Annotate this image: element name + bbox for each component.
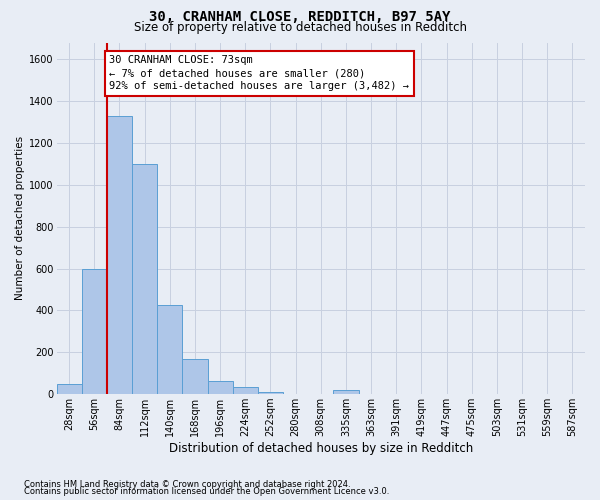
Text: 30, CRANHAM CLOSE, REDDITCH, B97 5AY: 30, CRANHAM CLOSE, REDDITCH, B97 5AY: [149, 10, 451, 24]
Bar: [334, 390, 359, 394]
Bar: [56, 384, 82, 394]
X-axis label: Distribution of detached houses by size in Redditch: Distribution of detached houses by size …: [169, 442, 473, 455]
Bar: [132, 164, 157, 394]
Bar: [233, 387, 258, 394]
Bar: [82, 268, 107, 394]
Bar: [208, 380, 233, 394]
Text: Size of property relative to detached houses in Redditch: Size of property relative to detached ho…: [133, 21, 467, 34]
Text: Contains public sector information licensed under the Open Government Licence v3: Contains public sector information licen…: [24, 487, 389, 496]
Bar: [258, 392, 283, 394]
Bar: [157, 305, 182, 394]
Bar: [107, 116, 132, 394]
Text: 30 CRANHAM CLOSE: 73sqm
← 7% of detached houses are smaller (280)
92% of semi-de: 30 CRANHAM CLOSE: 73sqm ← 7% of detached…: [109, 55, 409, 92]
Bar: [182, 358, 208, 394]
Text: Contains HM Land Registry data © Crown copyright and database right 2024.: Contains HM Land Registry data © Crown c…: [24, 480, 350, 489]
Y-axis label: Number of detached properties: Number of detached properties: [15, 136, 25, 300]
